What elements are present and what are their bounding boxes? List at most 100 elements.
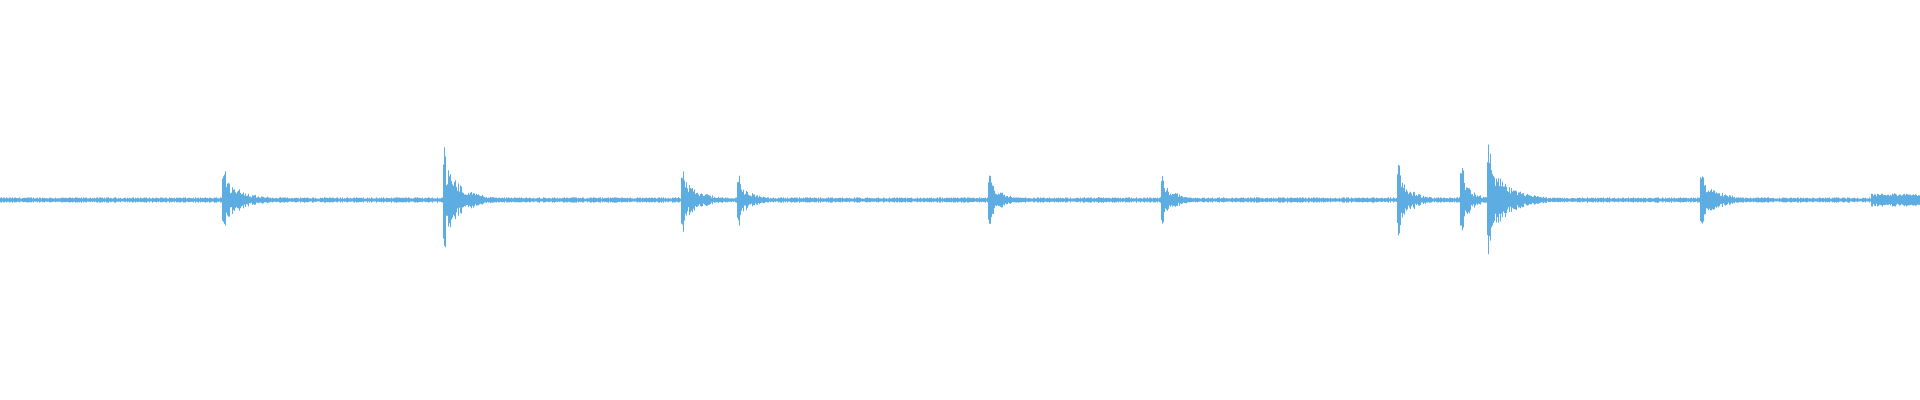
waveform-sample (990, 176, 991, 224)
waveform-sample (841, 198, 842, 202)
waveform-sample (119, 198, 120, 202)
waveform-sample (191, 198, 192, 202)
waveform-sample (578, 197, 579, 203)
waveform-sample (948, 197, 949, 203)
waveform-sample (347, 197, 348, 203)
waveform-sample (226, 186, 227, 213)
waveform-sample (669, 198, 670, 202)
waveform-sample (601, 198, 602, 202)
waveform-sample (1797, 197, 1798, 203)
waveform-sample (100, 197, 101, 203)
waveform-sample (1014, 197, 1015, 203)
waveform-sample (1792, 198, 1793, 202)
waveform-sample (567, 197, 568, 203)
waveform-sample (716, 198, 717, 203)
waveform-sample (52, 198, 53, 202)
waveform-sample (901, 197, 902, 203)
waveform-sample (1221, 198, 1222, 202)
waveform-sample (1220, 198, 1221, 202)
waveform-sample (290, 198, 291, 202)
waveform-sample (1728, 197, 1729, 203)
waveform-sample (362, 198, 363, 202)
waveform-sample (891, 198, 892, 202)
waveform-sample (1477, 195, 1478, 205)
waveform-sample (1057, 198, 1058, 202)
waveform-sample (1233, 198, 1234, 202)
waveform-sample (780, 197, 781, 203)
waveform-sample (499, 197, 500, 203)
waveform-sample (432, 197, 433, 203)
waveform-sample (522, 198, 523, 202)
waveform-sample (1515, 190, 1516, 210)
waveform-sample (1069, 198, 1070, 202)
waveform-sample (1727, 195, 1728, 205)
waveform-sample (1194, 198, 1195, 202)
waveform-sample (1783, 197, 1784, 203)
waveform-sample (814, 197, 815, 203)
waveform-sample (1549, 198, 1550, 203)
waveform-sample (1718, 193, 1719, 208)
waveform-sample (77, 197, 78, 203)
waveform-sample (641, 198, 642, 202)
waveform-sample (626, 198, 627, 202)
waveform-sample (1404, 184, 1405, 215)
waveform-sample (313, 197, 314, 203)
waveform-sample (535, 198, 536, 202)
waveform-sample (189, 197, 190, 203)
waveform-sample (274, 198, 275, 202)
waveform-sample (1253, 198, 1254, 203)
waveform-sample (179, 197, 180, 203)
waveform-sample (647, 198, 648, 202)
waveform-sample (235, 192, 236, 208)
waveform-sample (861, 198, 862, 202)
waveform-sample (364, 198, 365, 202)
waveform-sample (1166, 190, 1167, 210)
waveform-sample (793, 198, 794, 202)
waveform-sample (1022, 197, 1023, 202)
waveform-sample (1869, 197, 1870, 203)
waveform-sample (1391, 198, 1392, 202)
waveform-sample (168, 198, 169, 202)
waveform-sample (747, 191, 748, 208)
waveform-sample (369, 197, 370, 203)
waveform-sample (1399, 165, 1400, 234)
waveform-sample (1429, 197, 1430, 203)
waveform-sample (96, 197, 97, 203)
waveform-sample (417, 197, 418, 203)
waveform-sample (378, 198, 379, 202)
waveform-sample (1774, 198, 1775, 202)
waveform-sample (1004, 194, 1005, 206)
waveform-sample (737, 182, 738, 218)
waveform-sample (1377, 198, 1378, 203)
waveform-sample (418, 197, 419, 203)
waveform-sample (1400, 175, 1401, 226)
waveform-sample (1684, 197, 1685, 202)
waveform-sample (1289, 198, 1290, 202)
waveform-sample (1313, 197, 1314, 203)
waveform-sample (1311, 197, 1312, 202)
waveform-sample (790, 197, 791, 203)
waveform-sample (588, 198, 589, 202)
waveform-sample (1908, 194, 1909, 206)
waveform-sample (285, 197, 286, 203)
waveform-sample (902, 197, 903, 203)
waveform-sample (654, 197, 655, 203)
waveform-sample (1302, 197, 1303, 203)
waveform-sample (543, 197, 544, 203)
waveform-sample (34, 198, 35, 202)
waveform-sample (752, 193, 753, 207)
waveform-sample (1300, 197, 1301, 203)
waveform-sample (1304, 198, 1305, 202)
waveform-sample (985, 197, 986, 203)
waveform-sample (550, 198, 551, 202)
waveform-sample (534, 198, 535, 202)
waveform-sample (249, 196, 250, 204)
waveform-sample (172, 198, 173, 202)
waveform-sample (590, 197, 591, 203)
waveform-sample (1607, 197, 1608, 203)
waveform-sample (597, 198, 598, 202)
waveform-sample (1844, 197, 1845, 203)
waveform-sample (494, 197, 495, 203)
waveform-sample (433, 198, 434, 202)
waveform-sample (848, 198, 849, 202)
